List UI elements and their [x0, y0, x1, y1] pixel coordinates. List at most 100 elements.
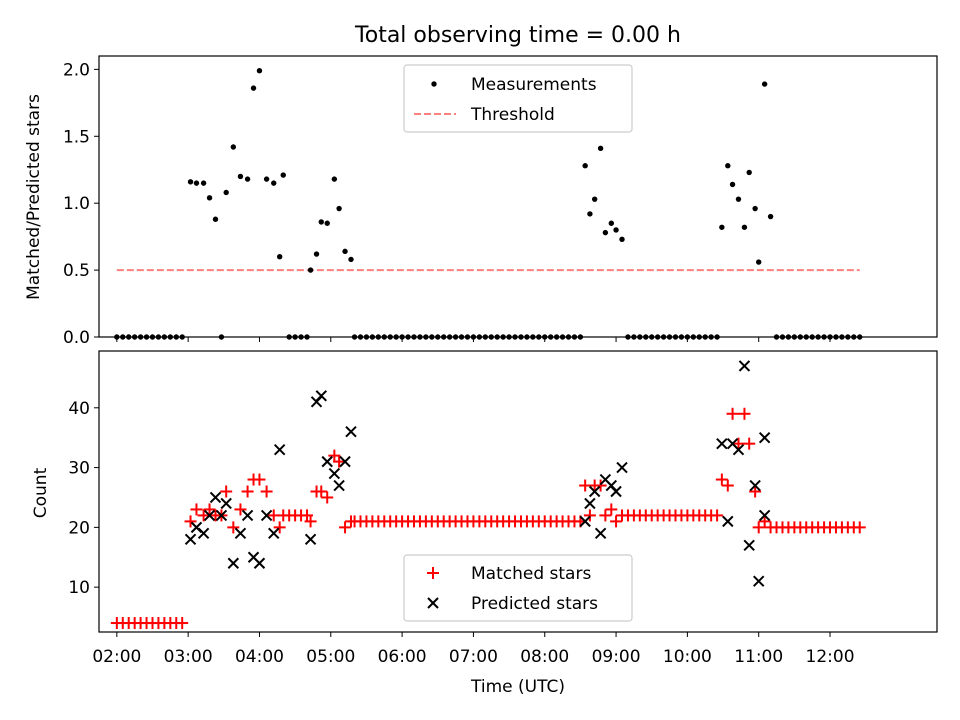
- measurement-point: [582, 163, 588, 169]
- matched-star-point: [260, 485, 273, 498]
- predicted-star-point: [732, 443, 745, 456]
- predicted-star-point: [749, 479, 761, 492]
- predicted-star-point: [588, 485, 601, 498]
- predicted-star-point: [260, 509, 273, 522]
- matched-star-point: [184, 515, 197, 528]
- predicted-star-point: [220, 497, 232, 510]
- predicted-star-point: [758, 431, 771, 444]
- measurement-point: [187, 179, 194, 185]
- legend-matched-marker: [427, 567, 439, 579]
- top-ticks: 0.0 0.5 1.0 1.5 2.0: [63, 60, 831, 348]
- bottom-xtick-label: 11:00: [734, 647, 783, 667]
- measurement-point: [613, 227, 619, 233]
- matched-star-point: [721, 479, 734, 492]
- predicted-star-point: [273, 443, 286, 456]
- measurement-point: [244, 176, 251, 182]
- matched-star-point: [758, 515, 771, 528]
- measurement-point: [307, 267, 314, 273]
- legend-measurements-label: Measurements: [471, 75, 597, 95]
- matched-star-point: [333, 455, 346, 468]
- top-axes: Matched/Predicted stars 0.00.51.01.52.0 …: [24, 55, 938, 348]
- matched-star-point: [339, 521, 352, 534]
- predicted-star-point: [584, 497, 596, 510]
- bottom-legend-box: [403, 554, 633, 622]
- matched-star-point: [583, 509, 596, 522]
- matched-star-point: [726, 407, 739, 420]
- matched-star-point: [220, 485, 233, 498]
- measurement-point: [263, 176, 270, 182]
- bottom-xtick-label: 06:00: [378, 647, 427, 667]
- matched-star-point: [715, 473, 728, 486]
- top-axes-frame: [98, 55, 938, 338]
- measurement-point: [313, 251, 320, 257]
- predicted-star-point: [209, 491, 222, 504]
- bottom-ylabel: Count: [31, 467, 51, 518]
- predicted-star-point: [227, 557, 240, 569]
- predicted-star-point: [241, 509, 254, 522]
- predicted-star-point: [752, 575, 765, 587]
- legend-predicted-label: Predicted stars: [471, 594, 598, 614]
- matched-star-point: [227, 521, 240, 534]
- measurement-point: [276, 254, 283, 260]
- bottom-xtick-label: 02:00: [92, 647, 141, 667]
- legend-predicted-marker: [427, 597, 439, 609]
- measurement-point: [725, 163, 731, 169]
- measurement-point: [230, 144, 237, 150]
- matched-star-point: [749, 485, 762, 498]
- predicted-star-point: [215, 509, 228, 522]
- top-ytick-label: 0.0: [63, 328, 90, 348]
- measurement-point: [591, 196, 598, 202]
- matched-star-point: [605, 503, 618, 516]
- predicted-star-point: [616, 461, 628, 474]
- matched-star-point: [743, 437, 756, 450]
- measurement-point: [608, 220, 615, 226]
- predicted-star-point: [203, 509, 216, 522]
- predicted-star-point: [594, 527, 607, 540]
- predicted-star-point: [333, 479, 345, 492]
- measurement-point: [237, 173, 244, 180]
- top-ytick-label: 1.5: [63, 127, 90, 147]
- predicted-star-point: [328, 467, 341, 480]
- measurement-point: [719, 224, 725, 230]
- matched-star-point: [190, 503, 203, 516]
- predicted-star-point: [579, 515, 591, 528]
- measurement-point: [200, 180, 207, 186]
- count-points: [110, 360, 866, 630]
- bottom-ytick-label: 10: [68, 578, 90, 598]
- matched-star-point: [197, 509, 210, 522]
- predicted-star-point: [268, 527, 280, 540]
- predicted-star-point: [345, 426, 357, 438]
- measurement-point: [193, 180, 200, 186]
- bottom-ytick-label: 30: [68, 459, 90, 479]
- measurement-point: [336, 205, 342, 212]
- measurement-point: [756, 259, 762, 265]
- matched-star-point: [304, 515, 317, 528]
- measurement-point: [318, 219, 324, 225]
- measurement-point: [735, 196, 742, 202]
- measurement-point: [223, 189, 229, 196]
- matched-star-point: [321, 491, 334, 504]
- predicted-star-point: [339, 455, 351, 468]
- measurement-point: [729, 181, 736, 188]
- measurement-point: [597, 145, 604, 152]
- predicted-star-point: [738, 360, 751, 372]
- matched-star-point: [253, 473, 266, 486]
- measurement-point: [250, 85, 257, 91]
- bottom-xtick-label: 04:00: [235, 647, 284, 667]
- measurement-point: [619, 236, 625, 243]
- bottom-legend: Matched stars Predicted stars: [403, 554, 633, 622]
- measurement-point: [752, 205, 758, 212]
- measurement-point: [280, 172, 286, 178]
- measurement-point: [206, 195, 213, 201]
- top-legend: Measurements Threshold: [403, 64, 633, 133]
- top-ytick-label: 2.0: [63, 60, 90, 80]
- measurement-point: [348, 256, 354, 263]
- predicted-star-point: [321, 455, 333, 468]
- measurement-point: [342, 248, 348, 255]
- top-ylabel: Matched/Predicted stars: [24, 94, 44, 300]
- bottom-axes: Count Time (UTC) 02:00 03:00 04:00 05:00 06:…: [31, 350, 938, 697]
- matched-star-point: [752, 521, 765, 534]
- measurement-point: [761, 81, 768, 87]
- matched-star-point: [711, 509, 724, 522]
